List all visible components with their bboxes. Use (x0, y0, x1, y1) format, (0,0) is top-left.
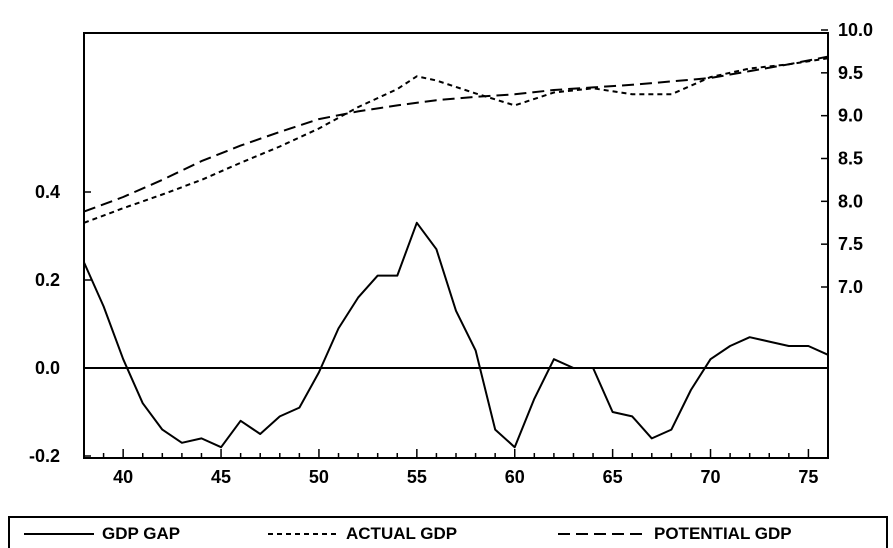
chart-svg: 40 45 50 55 60 65 70 75 -0.2 0.0 0.2 0.4 7.0 7.5 8.0 8.… (29, 20, 873, 487)
y-left-tick-label: 0.4 (35, 182, 60, 202)
series-line-actual-gdp (83, 57, 829, 224)
x-tick-label: 50 (309, 467, 329, 487)
legend-item-potential-gdp: POTENTIAL GDP (558, 524, 792, 544)
y-right-tick-label: 8.0 (838, 191, 863, 211)
legend-swatch-solid (24, 533, 94, 535)
y-right-tick-label: 9.5 (838, 63, 863, 83)
series-line-potential-gdp (83, 55, 829, 213)
legend-item-gdp-gap: GDP GAP (24, 524, 180, 544)
legend-swatch-short-dash (268, 533, 338, 535)
legend-swatch-long-dash (558, 533, 646, 535)
y-left-tick-label: 0.2 (35, 270, 60, 290)
x-tick-label: 45 (211, 467, 231, 487)
plot-frame (83, 32, 829, 459)
legend-label-potential-gdp: POTENTIAL GDP (654, 524, 792, 543)
x-tick-label: 55 (407, 467, 427, 487)
x-tick-label: 70 (701, 467, 721, 487)
legend: GDP GAP ACTUAL GDP POTENTIAL GDP (8, 516, 888, 548)
y-left-tick-label: -0.2 (29, 446, 60, 466)
y-right-tick-label: 10.0 (838, 20, 873, 40)
x-tick-label: 60 (505, 467, 525, 487)
y-right-tick-label: 9.0 (838, 106, 863, 126)
y-right-tick-label: 8.5 (838, 149, 863, 169)
legend-item-actual-gdp: ACTUAL GDP (268, 524, 457, 544)
series-line-gdp-gap (83, 221, 829, 449)
x-tick-label: 40 (113, 467, 133, 487)
legend-label-gdp-gap: GDP GAP (102, 524, 181, 543)
legend-label-actual-gdp: ACTUAL GDP (346, 524, 458, 543)
y-right-tick-label: 7.0 (838, 277, 863, 297)
x-tick-label: 65 (603, 467, 623, 487)
x-tick-label: 75 (798, 467, 818, 487)
y-right-tick-label: 7.5 (838, 234, 863, 254)
y-left-tick-label: 0.0 (35, 358, 60, 378)
